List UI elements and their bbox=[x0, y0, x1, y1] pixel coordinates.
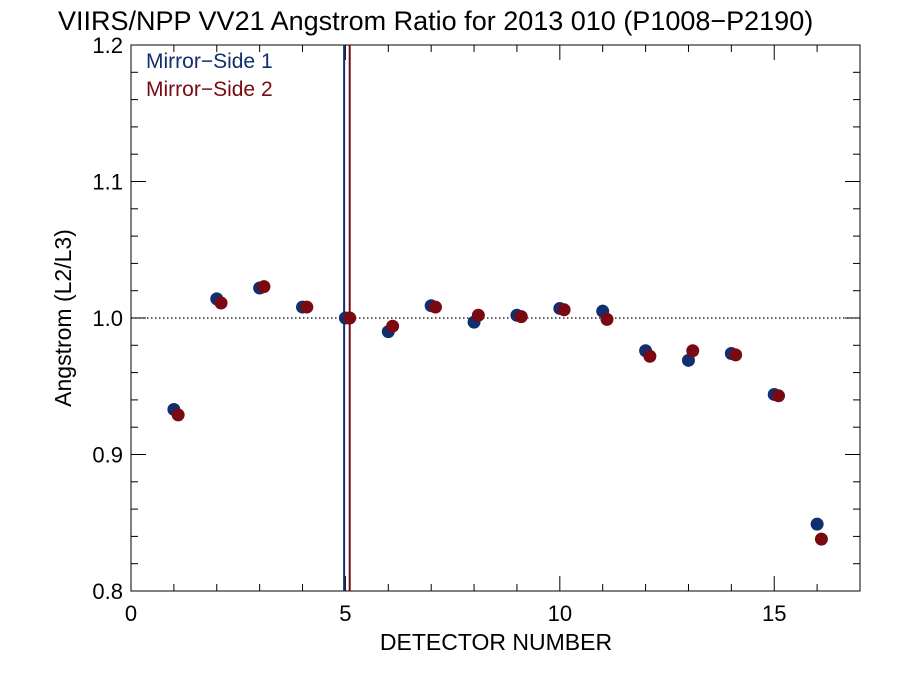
series-2-point bbox=[729, 348, 743, 362]
chart-title: VIIRS/NPP VV21 Angstrom Ratio for 2013 0… bbox=[58, 6, 813, 36]
series-2-point bbox=[257, 280, 271, 294]
series-2-point bbox=[557, 303, 571, 317]
series-1-point bbox=[810, 517, 824, 531]
y-axis-label: Angstrom (L2/L3) bbox=[50, 229, 76, 407]
x-tick-label: 0 bbox=[125, 601, 137, 626]
series-2-point bbox=[428, 300, 442, 314]
x-axis-label: DETECTOR NUMBER bbox=[380, 629, 612, 655]
series-2-point bbox=[471, 308, 485, 322]
series-2-point bbox=[686, 344, 700, 358]
legend-entry-series-2: Mirror−Side 2 bbox=[146, 78, 273, 101]
x-tick-label: 5 bbox=[339, 601, 351, 626]
series-2-point bbox=[514, 310, 528, 324]
x-tick-label: 15 bbox=[762, 601, 786, 626]
y-tick-label: 0.9 bbox=[92, 443, 123, 468]
series-2-point bbox=[814, 532, 828, 546]
series-2-point bbox=[772, 389, 786, 403]
y-tick-label: 1.1 bbox=[92, 170, 123, 195]
series-2-point bbox=[600, 312, 614, 326]
series-2-point bbox=[214, 296, 228, 310]
series-2-point bbox=[643, 349, 657, 363]
series-2-point bbox=[343, 311, 357, 325]
y-tick-label: 0.8 bbox=[92, 579, 123, 604]
legend-entry-series-1: Mirror−Side 1 bbox=[146, 50, 273, 73]
series-2-point bbox=[171, 408, 185, 422]
series-2-point bbox=[386, 319, 400, 333]
x-tick-label: 10 bbox=[548, 601, 572, 626]
y-tick-label: 1.2 bbox=[92, 33, 123, 58]
series-2-point bbox=[300, 300, 314, 314]
y-tick-label: 1.0 bbox=[92, 306, 123, 331]
